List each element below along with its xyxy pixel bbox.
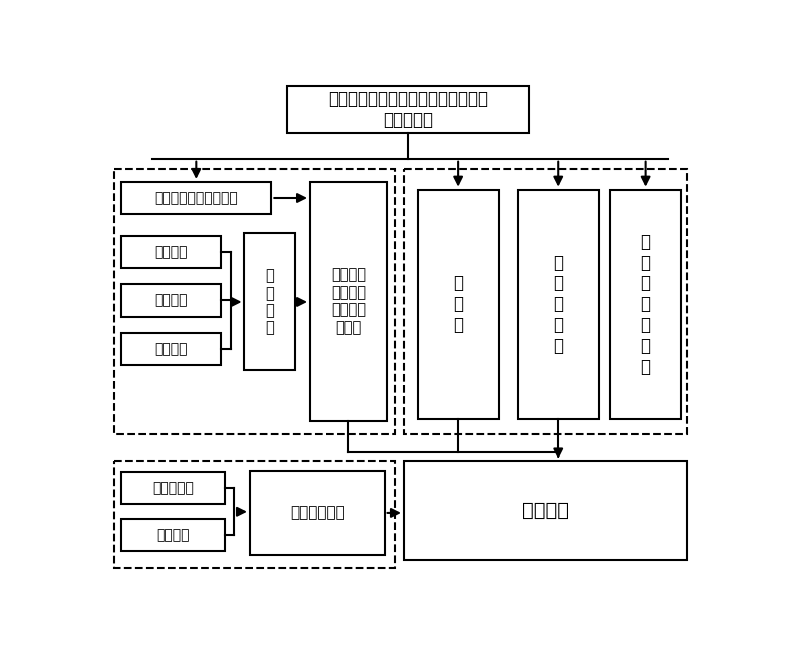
Bar bbox=[122, 182, 271, 214]
Text: 查
找
表
建
立: 查 找 表 建 立 bbox=[554, 254, 563, 355]
Bar bbox=[287, 86, 530, 133]
Text: 传感器性能: 传感器性能 bbox=[152, 482, 194, 495]
Text: 暗
目
标
自
动
提
取: 暗 目 标 自 动 提 取 bbox=[641, 233, 650, 376]
Bar bbox=[122, 236, 222, 268]
Bar bbox=[404, 461, 687, 560]
Text: 在轨辐射定标: 在轨辐射定标 bbox=[290, 506, 345, 520]
Text: 大气订正: 大气订正 bbox=[522, 501, 569, 520]
Bar bbox=[114, 461, 394, 568]
Text: 预
处
理: 预 处 理 bbox=[453, 275, 463, 334]
Text: 大气散射: 大气散射 bbox=[154, 342, 188, 356]
Bar bbox=[122, 284, 222, 317]
Bar bbox=[245, 234, 294, 371]
Text: 与环境减灾卫星波段设置相同类卫星
多光谱数据: 与环境减灾卫星波段设置相同类卫星 多光谱数据 bbox=[328, 90, 488, 129]
Bar bbox=[122, 519, 226, 552]
Bar bbox=[122, 333, 222, 365]
Text: 大气对此
类卫星多
光谱数据
的影响: 大气对此 类卫星多 光谱数据 的影响 bbox=[331, 267, 366, 335]
Bar bbox=[250, 471, 385, 556]
Bar bbox=[610, 190, 681, 419]
Text: 大气吸收: 大气吸收 bbox=[154, 293, 188, 308]
Text: 大气组成: 大气组成 bbox=[154, 245, 188, 259]
Text: 大
气
衰
减: 大 气 衰 减 bbox=[265, 268, 274, 336]
Bar bbox=[310, 182, 387, 421]
Bar bbox=[122, 472, 226, 504]
Bar bbox=[114, 169, 394, 434]
Text: 多光谱传感器响应特性: 多光谱传感器响应特性 bbox=[154, 191, 238, 205]
Bar bbox=[404, 169, 687, 434]
Bar bbox=[418, 190, 498, 419]
Bar bbox=[518, 190, 598, 419]
Text: 辐射定标: 辐射定标 bbox=[157, 528, 190, 543]
